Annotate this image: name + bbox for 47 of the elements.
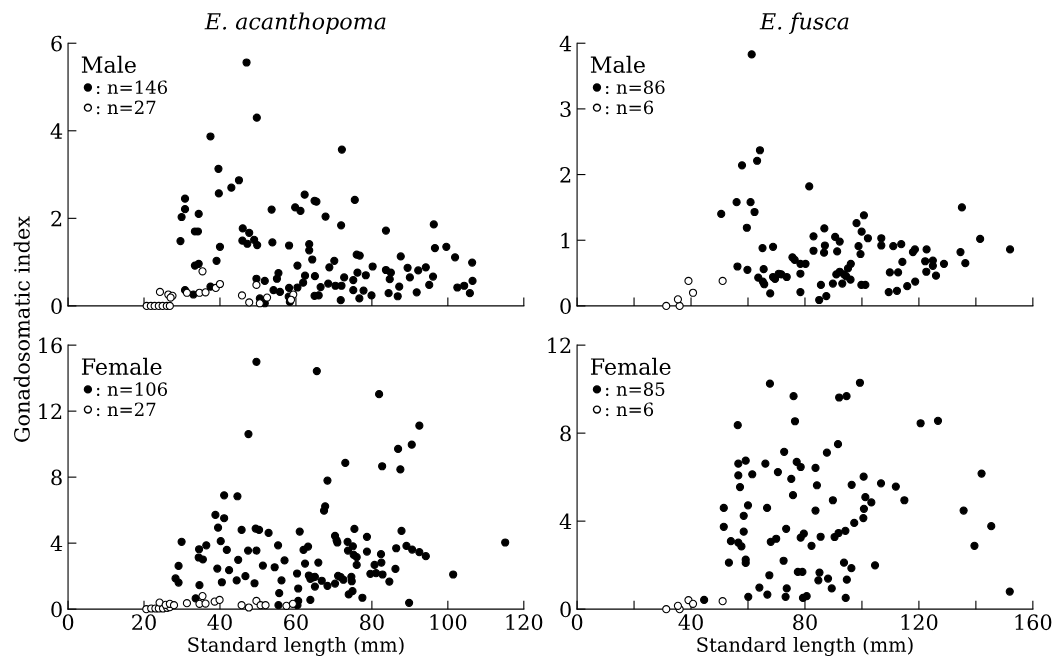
y-tick-label: 4 xyxy=(50,123,63,139)
y-tick-label: 12 xyxy=(548,337,571,354)
x-tick-label: 60 xyxy=(284,614,308,631)
y-tick-label: 4 xyxy=(50,535,63,552)
legend-label: : n=6 xyxy=(606,100,654,115)
x-axis-title: Standard length (mm) xyxy=(188,636,404,657)
y-tick-label: 0 xyxy=(560,298,571,315)
y-tick-label: 6 xyxy=(51,35,62,52)
legend-label: : n=27 xyxy=(97,100,156,115)
legend-label: : n=85 xyxy=(606,382,665,396)
legend-title: Male xyxy=(81,55,136,74)
legend-label: : n=6 xyxy=(606,402,654,417)
legend-title: Female xyxy=(590,357,671,375)
x-tick-label: 80 xyxy=(793,614,817,631)
legend-label: : n=27 xyxy=(97,402,156,417)
y-tick-label: 0 xyxy=(560,601,571,618)
y-tick-label: 0 xyxy=(51,601,62,618)
x-tick-label: 40 xyxy=(207,614,232,631)
x-tick-label: 160 xyxy=(1015,614,1052,631)
chart-title: E. acanthopoma xyxy=(204,12,386,34)
x-tick-label: 0 xyxy=(62,614,74,631)
y-tick-label: 12 xyxy=(39,403,62,420)
legend-label: : n=146 xyxy=(97,80,168,95)
x-tick-label: 40 xyxy=(678,614,703,631)
y-tick-label: 8 xyxy=(560,425,571,442)
x-tick-label: 20 xyxy=(132,614,156,631)
y-tick-label: 0 xyxy=(51,298,62,315)
y-axis-title: Gonadosomatic index xyxy=(13,216,30,442)
y-tick-label: 16 xyxy=(39,337,62,354)
x-tick-label: 100 xyxy=(430,614,467,631)
y-tick-label: 8 xyxy=(51,469,62,486)
y-tick-label: 4 xyxy=(559,513,572,530)
chart-title: E. fusca xyxy=(759,12,849,34)
y-tick-label: 2 xyxy=(51,210,62,227)
x-tick-label: 0 xyxy=(571,614,583,631)
legend-label: : n=106 xyxy=(97,382,168,396)
x-axis-title: Standard length (mm) xyxy=(697,636,913,657)
legend-label: : n=86 xyxy=(606,80,665,95)
x-tick-label: 120 xyxy=(901,614,938,631)
legend-title: Female xyxy=(81,357,162,375)
y-tick-label: 3 xyxy=(560,101,571,118)
legend-title: Male xyxy=(590,55,645,74)
y-tick-label: 1 xyxy=(561,232,570,249)
x-tick-label: 120 xyxy=(506,614,543,631)
y-tick-label: 4 xyxy=(559,35,572,52)
y-tick-label: 2 xyxy=(560,167,571,183)
x-tick-label: 80 xyxy=(360,614,384,631)
